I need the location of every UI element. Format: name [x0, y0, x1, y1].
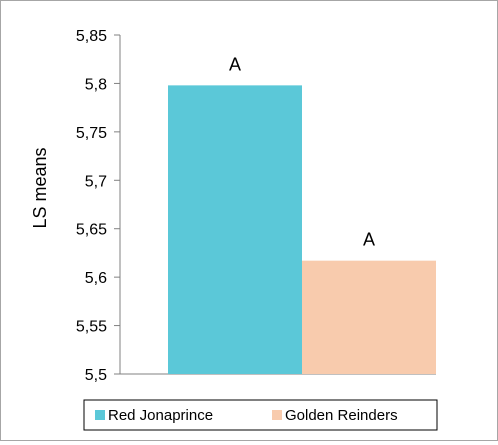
legend-label: Red Jonaprince — [108, 407, 213, 424]
legend-label: Golden Reinders — [285, 407, 398, 424]
bar-data-label: A — [229, 54, 241, 74]
y-axis-label: LS means — [30, 147, 50, 228]
y-axis: 5,85 5,8 5,75 5,7 5,65 5,6 5,55 5,5 — [76, 28, 436, 384]
bar-golden-reinders — [302, 260, 436, 374]
legend-swatch — [95, 410, 105, 420]
bars: AA — [168, 54, 436, 374]
y-tick-label: 5,5 — [85, 367, 107, 384]
legend-swatch — [272, 410, 282, 420]
bar-red-jonaprince — [168, 85, 302, 374]
y-tick-label: 5,7 — [85, 173, 107, 190]
y-tick-label: 5,75 — [76, 125, 107, 142]
y-tick-label: 5,85 — [76, 28, 107, 45]
y-tick-label: 5,6 — [85, 270, 107, 287]
legend: Red Jonaprince Golden Reinders — [83, 399, 438, 431]
bar-data-label: A — [363, 230, 375, 250]
legend-box — [83, 399, 438, 431]
y-tick-label: 5,8 — [85, 76, 107, 93]
y-tick-label: 5,55 — [76, 319, 107, 336]
y-tick-label: 5,65 — [76, 222, 107, 239]
